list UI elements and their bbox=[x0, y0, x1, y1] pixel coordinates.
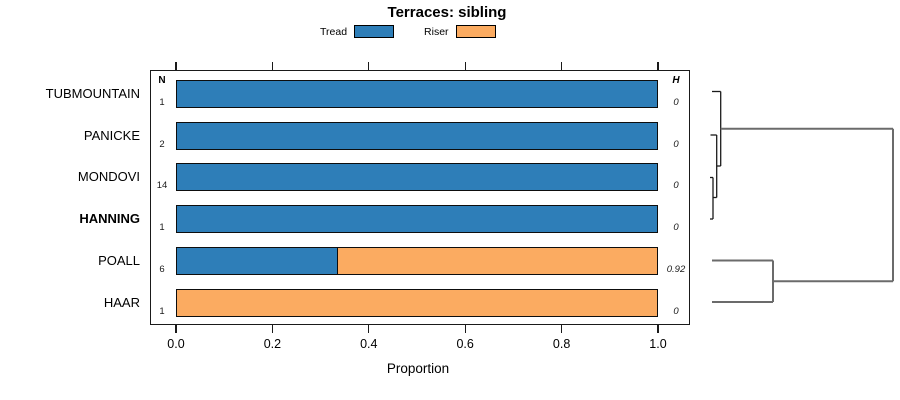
axis-tick bbox=[464, 325, 466, 333]
n-value: 1 bbox=[159, 305, 165, 317]
axis-tick bbox=[561, 325, 563, 333]
n-value: 1 bbox=[159, 222, 165, 234]
bar-segment-tread bbox=[177, 81, 657, 107]
axis-tick bbox=[271, 62, 273, 70]
h-value: 0 bbox=[673, 222, 679, 234]
axis-tick bbox=[175, 62, 177, 70]
n-value: 14 bbox=[156, 180, 168, 192]
x-tick-label: 0.2 bbox=[263, 337, 282, 351]
bar-panicke bbox=[176, 121, 658, 150]
x-tick-label: 0.0 bbox=[167, 337, 185, 351]
bar-segment-riser bbox=[336, 247, 657, 274]
h-column-header: H bbox=[672, 75, 680, 86]
axis-tick bbox=[657, 62, 659, 70]
n-value: 6 bbox=[159, 263, 165, 275]
h-value: 0 bbox=[673, 305, 679, 317]
bar-tubmountain bbox=[176, 80, 658, 108]
bar-segment-tread bbox=[177, 122, 657, 149]
axis-tick bbox=[368, 62, 370, 70]
legend: Tread Riser bbox=[320, 25, 496, 38]
n-value: 2 bbox=[159, 138, 165, 150]
axis-tick bbox=[561, 62, 563, 70]
legend-label-tread: Tread bbox=[320, 25, 348, 38]
axis-tick bbox=[657, 325, 659, 333]
x-axis-title: Proportion bbox=[386, 361, 450, 376]
h-value: 0 bbox=[673, 97, 679, 108]
n-column-header: N bbox=[158, 75, 166, 86]
legend-label-riser: Riser bbox=[424, 25, 449, 38]
dendrogram bbox=[710, 90, 894, 303]
chart-title: Terraces: sibling bbox=[387, 4, 507, 21]
x-tick-label: 0.8 bbox=[552, 337, 571, 351]
axis-tick bbox=[464, 62, 466, 70]
bar-segment-tread bbox=[177, 206, 657, 233]
bar-poall bbox=[176, 246, 658, 275]
x-tick-label: 0.6 bbox=[456, 337, 474, 351]
n-value: 1 bbox=[159, 97, 165, 108]
plot-area-border bbox=[150, 70, 690, 325]
legend-swatch-tread bbox=[354, 25, 395, 38]
axis-tick bbox=[368, 325, 370, 333]
h-value: 0 bbox=[673, 138, 679, 150]
category-label-mondovi: MONDOVI bbox=[77, 169, 140, 185]
bar-mondovi bbox=[176, 163, 658, 192]
axis-tick bbox=[175, 325, 177, 333]
bar-segment-tread bbox=[177, 247, 337, 274]
category-label-haar: HAAR bbox=[103, 294, 140, 310]
category-label-tubmountain: TUBMOUNTAIN bbox=[45, 86, 140, 101]
category-label-hanning: HANNING bbox=[79, 211, 140, 227]
x-tick-label: 0.4 bbox=[360, 337, 378, 351]
x-tick-label: 1.0 bbox=[649, 337, 667, 351]
bar-haar bbox=[176, 288, 658, 317]
legend-swatch-riser bbox=[455, 25, 496, 38]
category-label-panicke: PANICKE bbox=[83, 127, 140, 143]
category-label-poall: POALL bbox=[98, 252, 140, 268]
bar-segment-riser bbox=[177, 289, 657, 316]
axis-tick bbox=[271, 325, 273, 333]
h-value: 0 bbox=[673, 180, 679, 192]
bar-segment-tread bbox=[177, 164, 657, 191]
h-value: 0.92 bbox=[666, 263, 686, 275]
bar-hanning bbox=[176, 205, 658, 234]
